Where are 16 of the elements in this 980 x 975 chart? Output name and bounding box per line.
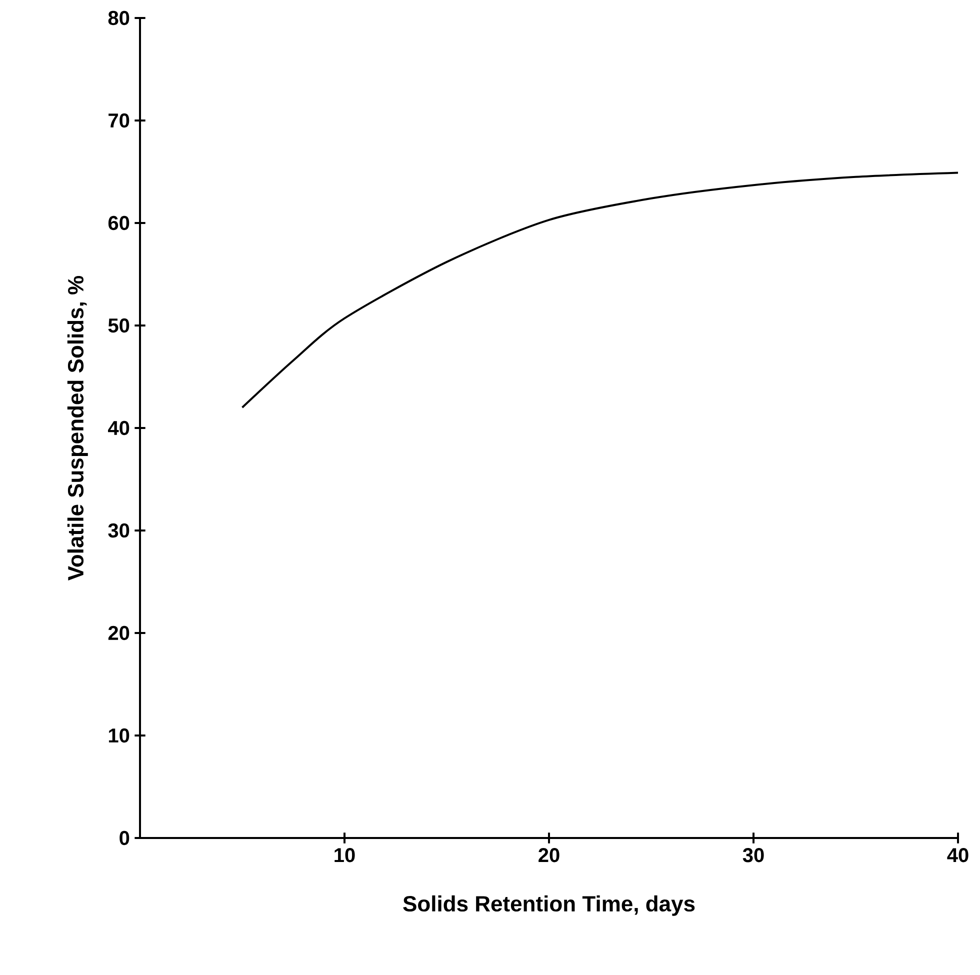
- y-tick-label: 40: [108, 420, 130, 436]
- y-tick-label: 50: [108, 318, 130, 333]
- x-axis-title: Solids Retention Time, days: [403, 895, 695, 916]
- y-tick-label: 30: [108, 523, 130, 538]
- line-series: [241, 172, 958, 408]
- x-tick-label: 20: [538, 848, 560, 862]
- y-tick-label: 70: [108, 113, 130, 128]
- y-tick-label: 60: [108, 216, 130, 230]
- x-tick-label: 30: [742, 848, 764, 862]
- x-tick-label: 10: [334, 848, 355, 862]
- y-axis-title: Volatile Suspended Solids, %: [67, 276, 88, 580]
- y-tick-label: 20: [108, 626, 130, 640]
- y-tick-label: 10: [108, 728, 130, 743]
- y-tick-label: 0: [120, 830, 130, 846]
- y-tick-label: 80: [108, 10, 130, 26]
- x-tick-label: 40: [947, 848, 968, 862]
